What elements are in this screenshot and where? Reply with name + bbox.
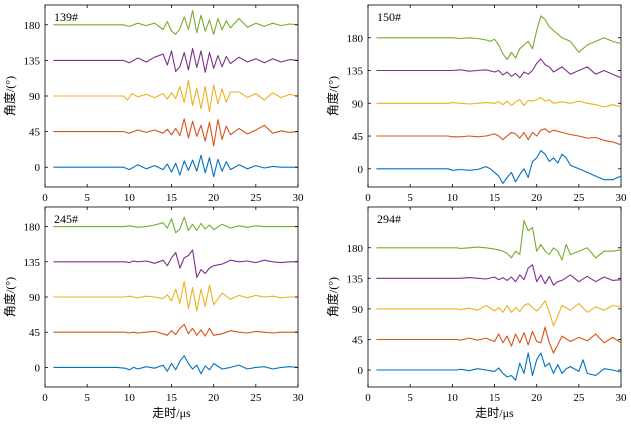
y-tick-label: 0 [35,362,41,374]
panel-title: 139# [54,10,78,24]
y-tick-label: 45 [352,131,364,143]
series-line-4 [53,9,299,35]
x-tick-label: 15 [489,192,501,204]
series-line-3 [376,58,622,79]
x-tick-label: 5 [407,192,413,204]
x-tick-label: 15 [166,192,178,204]
x-tick-label: 5 [407,392,413,404]
x-tick-label: 0 [365,192,371,204]
y-tick-label: 135 [24,257,41,269]
series-line-1 [376,326,622,354]
x-tick-label: 20 [531,392,543,404]
series-line-4 [376,15,622,61]
panel-title: 294# [377,212,401,226]
x-tick-label: 30 [616,192,628,204]
x-tick-label: 20 [208,192,220,204]
y-tick-label: 90 [352,304,364,316]
x-tick-label: 10 [447,392,459,404]
panel-title: 245# [54,212,78,226]
y-tick-label: 0 [358,365,364,377]
x-tick-label: 20 [531,192,543,204]
y-tick-label: 0 [358,164,364,176]
x-tick-label: 0 [365,392,371,404]
panel-150: 0 5 10 15 20 25 30 0 45 90 135 180 150# 角度/(°) [325,4,628,204]
series-line-0 [53,154,298,178]
y-tick-label: 90 [29,292,41,304]
x-tick-label: 10 [124,392,136,404]
x-tick-label: 0 [42,192,48,204]
x-tick-label: 5 [84,392,90,404]
series-line-3 [376,264,622,286]
x-tick-label: 20 [208,392,220,404]
y-axis-label: 角度/(°) [2,76,17,116]
panel-294: 0 5 10 15 20 25 30 0 45 90 135 180 294# 角度/(°) 走时/μs [325,206,628,420]
y-tick-label: 45 [29,127,41,139]
x-tick-label: 25 [250,192,262,204]
y-tick-label: 180 [347,33,364,45]
x-tick-label: 25 [573,392,585,404]
x-tick-label: 30 [293,192,305,204]
y-tick-label: 90 [29,91,41,103]
x-tick-label: 15 [166,392,178,404]
panel-title: 150# [377,10,401,24]
x-tick-label: 0 [42,392,48,404]
x-tick-label: 5 [84,192,90,204]
x-tick-label: 25 [573,192,585,204]
series-line-2 [376,300,622,327]
x-axis-label: 走时/μs [475,406,514,420]
series-line-4 [53,216,298,234]
y-tick-label: 135 [347,66,364,78]
y-tick-label: 180 [24,20,41,32]
y-tick-label: 180 [347,243,364,255]
panel-245: 0 5 10 15 20 25 30 0 45 90 135 180 245# 角度/(°) 走时/μs [2,206,305,420]
y-tick-label: 180 [24,222,41,234]
series-line-1 [53,323,298,337]
series-line-0 [376,352,622,381]
x-tick-label: 10 [447,192,459,204]
x-tick-label: 30 [293,392,305,404]
x-tick-label: 30 [616,392,628,404]
plot-frame [367,4,622,188]
y-axis-label: 角度/(°) [325,76,340,116]
y-axis-label: 角度/(°) [2,277,17,317]
panel-139: 0 5 10 15 20 25 30 0 45 90 135 180 139# 角度/(°) [2,4,305,204]
y-axis-label: 角度/(°) [325,277,340,317]
series-line-2 [376,96,622,108]
series-line-0 [376,150,622,184]
y-tick-label: 45 [352,334,364,346]
series-line-3 [53,249,298,278]
y-tick-label: 45 [29,327,41,339]
x-tick-label: 10 [124,192,136,204]
series-line-0 [53,355,299,375]
x-axis-label: 走时/μs [152,406,191,420]
series-line-2 [53,280,298,312]
series-line-2 [53,79,299,113]
x-tick-label: 25 [250,392,262,404]
series-line-1 [53,118,299,147]
series-line-1 [376,128,622,146]
y-tick-label: 90 [352,98,364,110]
series-line-4 [376,220,622,261]
y-tick-label: 0 [35,162,41,174]
y-tick-label: 135 [24,55,41,67]
series-line-3 [53,47,299,73]
y-tick-label: 135 [347,273,364,285]
x-tick-label: 15 [489,392,501,404]
